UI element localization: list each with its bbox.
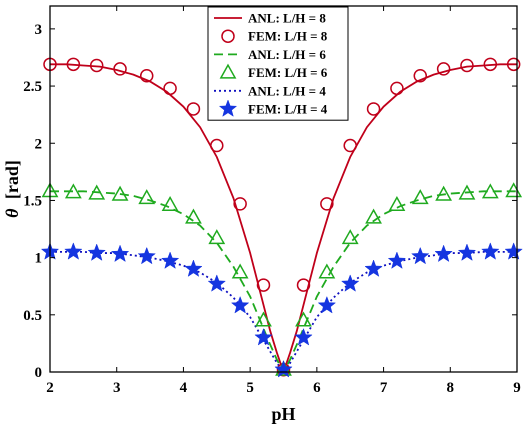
legend-entry: FEM: L/H = 4 — [248, 102, 328, 117]
data-point — [274, 359, 293, 378]
data-point — [318, 263, 336, 279]
data-point — [233, 197, 247, 211]
data-point — [66, 57, 81, 72]
x-tick-label: 2 — [46, 380, 54, 396]
data-point — [504, 242, 523, 260]
data-point — [208, 229, 226, 245]
data-point — [88, 184, 106, 200]
data-point — [185, 208, 202, 224]
legend-box — [207, 6, 349, 121]
data-point — [210, 138, 224, 153]
y-tick-label: 3 — [35, 22, 43, 38]
y-axis-label: θ [rad] — [2, 160, 22, 218]
data-point — [137, 246, 156, 265]
data-point — [364, 259, 383, 277]
data-point — [111, 185, 129, 201]
data-point — [460, 58, 474, 73]
data-point — [110, 244, 130, 263]
y-axis-unit: [rad] — [2, 160, 22, 199]
data-point — [89, 58, 104, 73]
data-point — [320, 197, 334, 211]
data-point — [296, 278, 311, 292]
y-tick-label: 0 — [35, 365, 43, 381]
data-point — [505, 182, 523, 198]
data-point — [139, 69, 154, 83]
data-point — [506, 57, 521, 72]
series-markers — [40, 57, 523, 378]
x-axis-label: pH — [271, 404, 295, 424]
data-point — [387, 251, 407, 269]
legend-entry: FEM: L/H = 8 — [248, 29, 328, 44]
x-tick-label: 4 — [180, 380, 188, 396]
data-point — [458, 184, 476, 200]
data-point — [161, 195, 179, 212]
data-point — [436, 62, 451, 76]
data-point — [317, 295, 337, 314]
legend-entry: ANL: L/H = 4 — [248, 83, 326, 98]
data-point — [160, 251, 180, 269]
data-point — [390, 81, 404, 96]
y-tick-label: 0.5 — [23, 308, 42, 324]
data-point — [365, 208, 382, 224]
data-point — [87, 243, 106, 261]
series-line — [50, 251, 517, 374]
data-point — [366, 102, 381, 116]
data-point — [231, 263, 249, 279]
data-point — [255, 311, 272, 327]
data-point — [256, 278, 271, 292]
axis-ticks: 2 3 4 5 6 7 8 9 0 0.5 1 1.5 2 2.5 3 — [23, 6, 521, 396]
data-point — [435, 185, 453, 201]
data-point — [138, 189, 156, 205]
data-point — [411, 246, 430, 265]
data-point — [64, 242, 83, 260]
data-point — [207, 274, 227, 292]
data-point — [343, 138, 357, 153]
data-point — [481, 183, 499, 199]
x-tick-label: 7 — [380, 380, 388, 396]
data-point — [413, 69, 428, 83]
data-point — [163, 81, 177, 96]
legend-entry: ANL: L/H = 6 — [248, 47, 326, 62]
data-point — [113, 62, 127, 76]
y-axis-symbol: θ — [2, 208, 22, 218]
data-point — [340, 274, 360, 292]
data-point — [457, 243, 477, 261]
legend-swatch — [218, 99, 238, 117]
data-point — [186, 102, 201, 116]
legend-swatch — [221, 29, 235, 43]
data-point — [230, 295, 250, 314]
data-point — [184, 259, 203, 277]
data-point — [483, 57, 498, 72]
x-tick-label: 8 — [447, 380, 455, 396]
y-tick-label: 2.5 — [23, 79, 42, 95]
legend-entry: ANL: L/H = 8 — [248, 11, 326, 26]
data-point — [434, 244, 453, 263]
y-tick-label: 2 — [35, 136, 43, 152]
data-point — [294, 327, 313, 346]
legend-swatch — [219, 63, 237, 79]
x-tick-label: 3 — [113, 380, 121, 396]
legend: ANL: L/H = 8 FEM: L/H = 8 ANL: L/H = 6 FEM:… — [207, 6, 349, 121]
series-line — [50, 190, 517, 374]
data-point — [341, 229, 359, 245]
data-point — [64, 183, 82, 199]
y-tick-label: 1.5 — [23, 193, 42, 209]
plot-frame — [49, 5, 518, 373]
data-point — [295, 311, 312, 327]
x-tick-label: 9 — [513, 380, 521, 396]
x-tick-label: 5 — [246, 380, 254, 396]
data-point — [254, 327, 273, 346]
data-point — [388, 195, 406, 212]
data-point — [411, 189, 429, 205]
legend-entry: FEM: L/H = 6 — [248, 65, 328, 80]
data-point — [481, 242, 500, 260]
x-tick-label: 6 — [313, 380, 321, 396]
y-tick-label: 1 — [35, 251, 43, 267]
